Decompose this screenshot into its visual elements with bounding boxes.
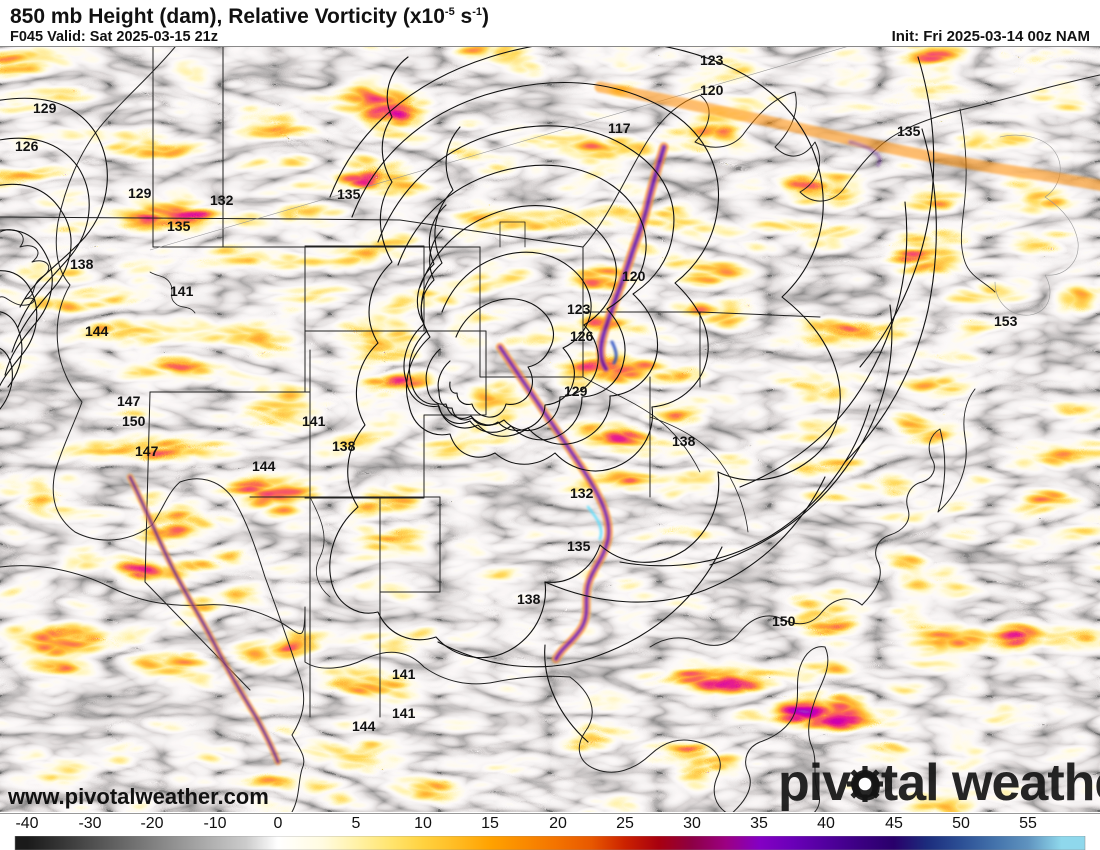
svg-text:126: 126 xyxy=(570,328,594,344)
svg-text:pivotal weather: pivotal weather xyxy=(778,754,1100,812)
svg-text:120: 120 xyxy=(700,82,724,98)
svg-text:144: 144 xyxy=(252,458,276,474)
svg-text:129: 129 xyxy=(33,100,57,116)
svg-text:138: 138 xyxy=(517,591,541,607)
svg-text:147: 147 xyxy=(117,393,141,409)
svg-text:135: 135 xyxy=(897,123,921,139)
svg-text:123: 123 xyxy=(567,301,591,317)
svg-text:153: 153 xyxy=(994,313,1018,329)
svg-text:141: 141 xyxy=(392,705,416,721)
svg-text:135: 135 xyxy=(167,218,191,234)
svg-text:117: 117 xyxy=(608,120,631,136)
svg-text:132: 132 xyxy=(570,485,594,501)
svg-text:120: 120 xyxy=(622,268,646,284)
svg-text:150: 150 xyxy=(122,413,146,429)
svg-text:141: 141 xyxy=(302,413,326,429)
svg-text:129: 129 xyxy=(128,185,152,201)
svg-text:126: 126 xyxy=(15,138,39,154)
svg-text:144: 144 xyxy=(352,718,376,734)
svg-text:147: 147 xyxy=(135,443,159,459)
svg-text:135: 135 xyxy=(337,186,361,202)
svg-text:144: 144 xyxy=(85,323,109,339)
svg-text:129: 129 xyxy=(564,383,588,399)
svg-text:141: 141 xyxy=(392,666,416,682)
svg-text:150: 150 xyxy=(772,613,796,629)
svg-text:132: 132 xyxy=(210,192,234,208)
svg-text:138: 138 xyxy=(332,438,356,454)
svg-text:138: 138 xyxy=(70,256,94,272)
svg-text:138: 138 xyxy=(672,433,696,449)
svg-text:www.pivotalweather.com: www.pivotalweather.com xyxy=(7,784,269,809)
svg-text:123: 123 xyxy=(700,52,724,68)
svg-text:135: 135 xyxy=(567,538,591,554)
svg-text:141: 141 xyxy=(170,283,194,299)
